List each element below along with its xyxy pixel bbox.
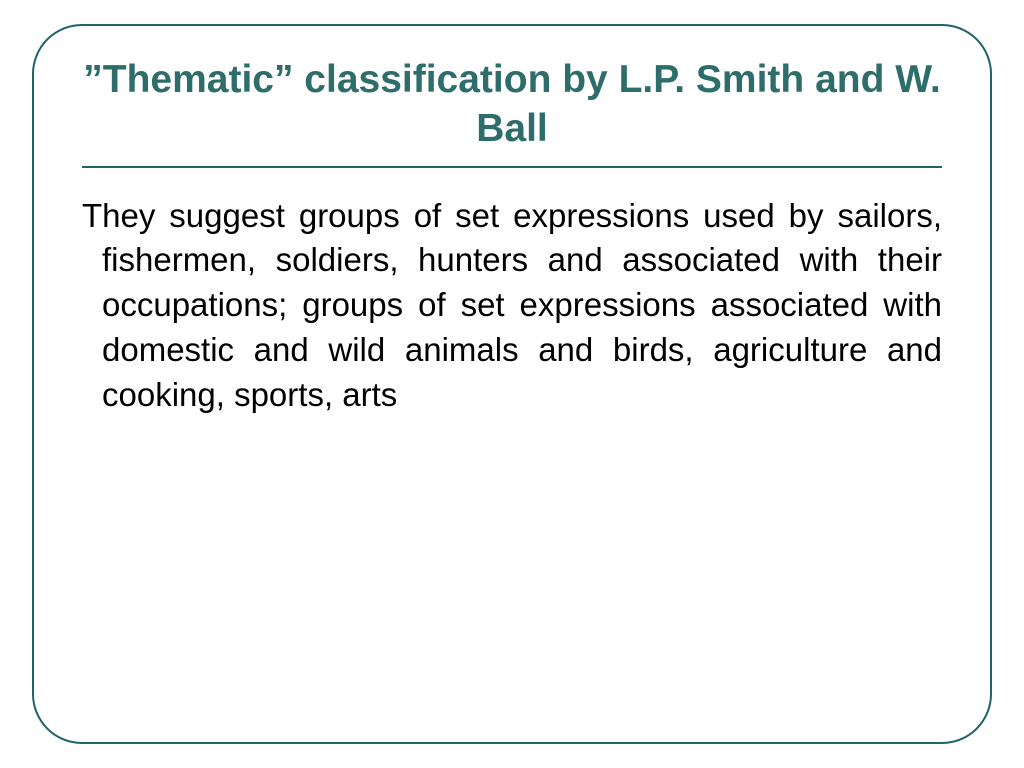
title-underline: [82, 166, 942, 168]
slide-frame: ”Thematic” classification by L.P. Smith …: [32, 24, 992, 744]
slide-title: ”Thematic” classification by L.P. Smith …: [82, 56, 942, 154]
slide-body: They suggest groups of set expressions u…: [82, 194, 942, 418]
